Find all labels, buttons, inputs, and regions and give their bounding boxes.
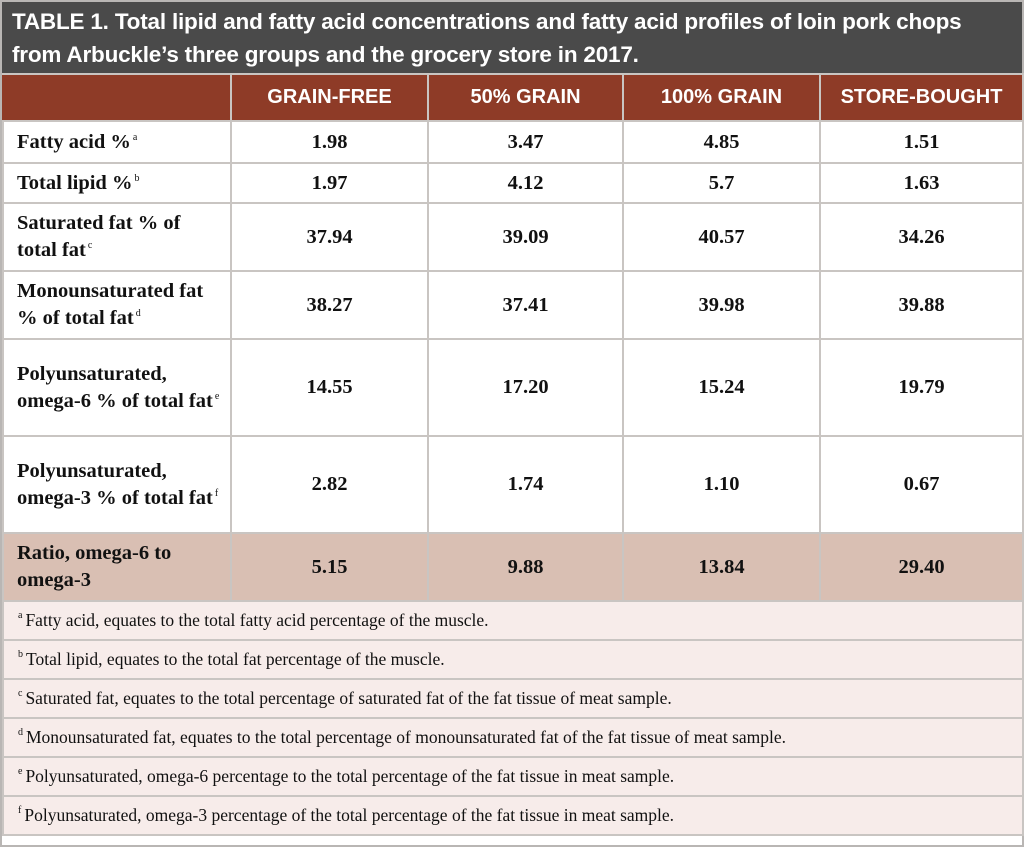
value-cell: 1.74 xyxy=(427,435,624,534)
footnote-mark: e xyxy=(214,390,220,402)
value-cell: 37.41 xyxy=(427,270,624,340)
value-cell: 39.98 xyxy=(622,270,821,340)
value-cell: 5.15 xyxy=(230,532,429,602)
value-cell: 29.40 xyxy=(819,532,1024,602)
row-label: Fatty acid % a xyxy=(2,120,232,164)
footnote-mark: e xyxy=(18,766,23,777)
footnote-mark: c xyxy=(87,240,93,251)
value-cell: 34.26 xyxy=(819,202,1024,272)
value-cell: 4.12 xyxy=(427,162,624,204)
footnote-text: Monounsaturated fat, equates to the tota… xyxy=(26,727,787,747)
column-header-100-grain: 100% GRAIN xyxy=(622,73,821,122)
row-label: Ratio, omega-6 to omega-3 xyxy=(2,532,232,602)
footnote-text: Saturated fat, equates to the total perc… xyxy=(25,688,672,708)
table-row-omega-3: Polyunsaturated, omega-3 % of total fat f… xyxy=(2,435,1024,534)
value-cell: 39.88 xyxy=(819,270,1024,340)
table-row-monounsaturated-fat: Monounsaturated fat % of total fat d 38.2… xyxy=(2,270,1024,340)
table-title: TABLE 1. Total lipid and fatty acid conc… xyxy=(2,2,1022,73)
value-cell: 4.85 xyxy=(622,120,821,164)
footnote-mark: a xyxy=(18,610,23,621)
column-header-store-bought: STORE-BOUGHT xyxy=(819,73,1024,122)
row-label: Total lipid % b xyxy=(2,162,232,204)
table-caption: Total lipid and fatty acid concentration… xyxy=(12,9,962,67)
value-cell: 1.10 xyxy=(622,435,821,534)
value-cell: 1.63 xyxy=(819,162,1024,204)
footnote-mark: b xyxy=(18,649,23,660)
footnote-cell: a Fatty acid, equates to the total fatty … xyxy=(2,600,1024,641)
value-cell: 14.55 xyxy=(230,338,429,437)
value-cell: 37.94 xyxy=(230,202,429,272)
value-cell: 5.7 xyxy=(622,162,821,204)
value-cell: 0.67 xyxy=(819,435,1024,534)
value-cell: 40.57 xyxy=(622,202,821,272)
value-cell: 3.47 xyxy=(427,120,624,164)
footnote-row: d Monounsaturated fat, equates to the tot… xyxy=(2,717,1024,758)
footnote-text: Polyunsaturated, omega-3 percentage of t… xyxy=(24,805,675,825)
value-cell: 2.82 xyxy=(230,435,429,534)
table-row-total-lipid: Total lipid % b 1.97 4.12 5.7 1.63 xyxy=(2,162,1024,204)
value-cell: 13.84 xyxy=(622,532,821,602)
table-row-omega-6: Polyunsaturated, omega-6 % of total fat e… xyxy=(2,338,1024,437)
table-row-ratio: Ratio, omega-6 to omega-3 5.15 9.88 13.8… xyxy=(2,532,1024,602)
footnote-mark: d xyxy=(18,727,23,738)
footnote-mark: a xyxy=(132,131,138,143)
footnote-cell: c Saturated fat, equates to the total per… xyxy=(2,678,1024,719)
footnote-row: a Fatty acid, equates to the total fatty … xyxy=(2,600,1024,641)
footnote-row: f Polyunsaturated, omega-3 percentage of … xyxy=(2,795,1024,836)
value-cell: 15.24 xyxy=(622,338,821,437)
footnote-text: Total lipid, equates to the total fat pe… xyxy=(26,649,445,669)
footnote-mark: c xyxy=(18,688,23,699)
table-row-saturated-fat: Saturated fat % of total fat c 37.94 39.0… xyxy=(2,202,1024,272)
table-row-fatty-acid: Fatty acid % a 1.98 3.47 4.85 1.51 xyxy=(2,120,1024,164)
footnote-mark: f xyxy=(214,487,219,499)
footnote-cell: d Monounsaturated fat, equates to the tot… xyxy=(2,717,1024,758)
value-cell: 19.79 xyxy=(819,338,1024,437)
data-table: GRAIN-FREE 50% GRAIN 100% GRAIN STORE-BO… xyxy=(2,73,1024,836)
footnote-row: b Total lipid, equates to the total fat p… xyxy=(2,639,1024,680)
column-header-50-grain: 50% GRAIN xyxy=(427,73,624,122)
header-row: GRAIN-FREE 50% GRAIN 100% GRAIN STORE-BO… xyxy=(2,73,1024,122)
footnote-cell: f Polyunsaturated, omega-3 percentage of … xyxy=(2,795,1024,836)
footnote-text: Polyunsaturated, omega-6 percentage to t… xyxy=(25,766,675,786)
footnote-text: Fatty acid, equates to the total fatty a… xyxy=(25,610,489,630)
value-cell: 1.51 xyxy=(819,120,1024,164)
row-label: Polyunsaturated, omega-3 % of total fat f xyxy=(2,435,232,534)
footnote-row: c Saturated fat, equates to the total per… xyxy=(2,678,1024,719)
row-label: Polyunsaturated, omega-6 % of total fat e xyxy=(2,338,232,437)
value-cell: 38.27 xyxy=(230,270,429,340)
value-cell: 17.20 xyxy=(427,338,624,437)
value-cell: 9.88 xyxy=(427,532,624,602)
header-blank-cell xyxy=(2,73,232,122)
footnote-row: e Polyunsaturated, omega-6 percentage to … xyxy=(2,756,1024,797)
footnote-mark: d xyxy=(135,308,141,319)
value-cell: 1.97 xyxy=(230,162,429,204)
footnote-mark: b xyxy=(134,172,140,184)
table-number: TABLE 1. xyxy=(12,9,109,34)
footnote-cell: e Polyunsaturated, omega-6 percentage to … xyxy=(2,756,1024,797)
row-label: Saturated fat % of total fat c xyxy=(2,202,232,272)
footnote-cell: b Total lipid, equates to the total fat p… xyxy=(2,639,1024,680)
footnote-mark: f xyxy=(18,805,22,816)
row-label: Monounsaturated fat % of total fat d xyxy=(2,270,232,340)
column-header-grain-free: GRAIN-FREE xyxy=(230,73,429,122)
value-cell: 39.09 xyxy=(427,202,624,272)
value-cell: 1.98 xyxy=(230,120,429,164)
